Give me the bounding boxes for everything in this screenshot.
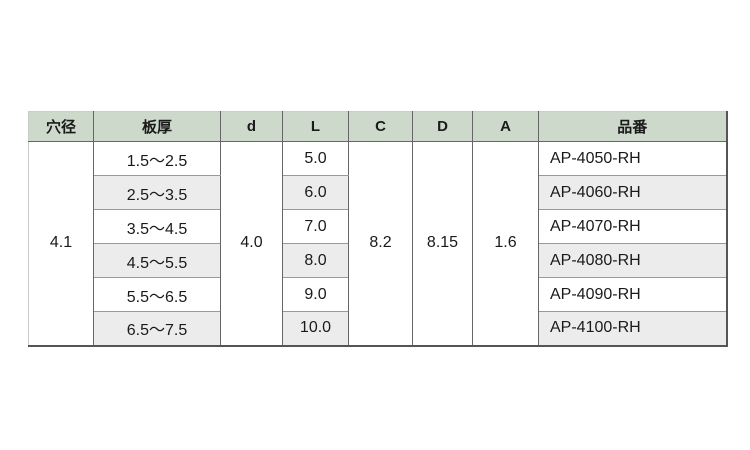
header-row: 穴径 板厚 d L C D A 品番 [28,111,728,142]
cell-length: 7.0 [282,209,349,244]
col-header-part-number: 品番 [538,111,728,142]
table-row: 4.5～5.5 8.0 AP-4080-RH [29,243,728,278]
table-row: 2.5～3.5 6.0 AP-4060-RH [29,175,728,210]
cell-part-number: AP-4070-RH [538,209,728,244]
cell-part-number: AP-4060-RH [538,175,728,210]
cell-length: 8.0 [282,243,349,278]
cell-length: 6.0 [282,175,349,210]
table-row: 4.1 1.5～2.5 4.0 5.0 8.2 8.15 1.6 AP-4050… [28,141,728,347]
table-row: 6.5～7.5 10.0 AP-4100-RH [29,311,728,347]
cell-length: 9.0 [282,277,349,312]
col-header-c: C [348,111,413,142]
cell-thickness: 2.5～3.5 [93,175,221,210]
col-header-thickness: 板厚 [93,111,221,142]
cell-thickness: 6.5～7.5 [93,311,221,347]
cell-hole-diameter: 4.1 [28,141,94,347]
cell-part-number: AP-4050-RH [538,141,728,176]
cell-a: 1.6 [472,141,539,347]
table-row: 5.5～6.5 9.0 AP-4090-RH [29,277,728,312]
cell-thickness: 3.5～4.5 [93,209,221,244]
cell-part-number: AP-4100-RH [538,311,728,347]
table-row: 3.5～4.5 7.0 AP-4070-RH [29,209,728,244]
col-header-d: d [220,111,283,142]
cell-d-cap: 8.15 [412,141,473,347]
cell-length: 10.0 [282,311,349,347]
cell-d: 4.0 [220,141,283,347]
spec-table: 穴径 板厚 d L C D A 品番 4.1 1.5～2.5 4.0 5.0 8… [28,111,728,347]
col-header-hole-diameter: 穴径 [28,111,94,142]
col-header-a: A [472,111,539,142]
cell-thickness: 5.5～6.5 [93,277,221,312]
cell-thickness: 4.5～5.5 [93,243,221,278]
col-header-l: L [282,111,349,142]
cell-length: 5.0 [282,141,349,176]
col-header-d-cap: D [412,111,473,142]
cell-c: 8.2 [348,141,413,347]
cell-part-number: AP-4090-RH [538,277,728,312]
cell-thickness: 1.5～2.5 [93,141,221,176]
cell-part-number: AP-4080-RH [538,243,728,278]
